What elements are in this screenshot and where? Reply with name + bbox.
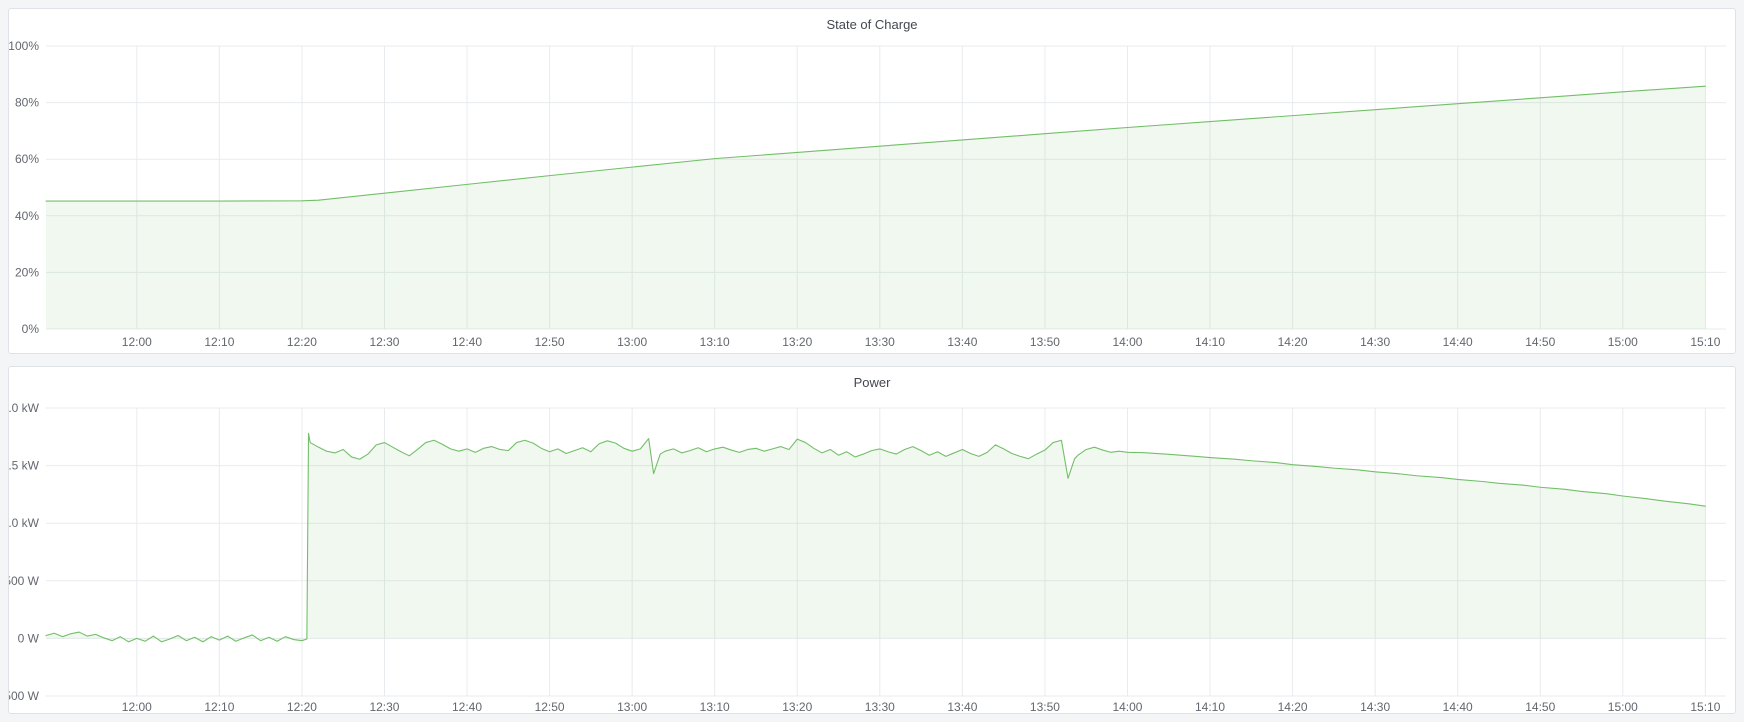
svg-text:12:20: 12:20 (287, 700, 317, 713)
svg-text:12:00: 12:00 (122, 335, 152, 349)
svg-text:13:00: 13:00 (617, 335, 647, 349)
svg-text:15:10: 15:10 (1690, 700, 1720, 713)
svg-text:12:50: 12:50 (535, 335, 565, 349)
svg-text:12:10: 12:10 (204, 335, 234, 349)
svg-text:40%: 40% (15, 209, 39, 223)
svg-text:100%: 100% (9, 39, 39, 53)
svg-text:12:40: 12:40 (452, 700, 482, 713)
svg-text:14:40: 14:40 (1443, 335, 1473, 349)
svg-text:14:30: 14:30 (1360, 700, 1390, 713)
svg-text:1.5 kW: 1.5 kW (9, 459, 40, 473)
svg-text:13:50: 13:50 (1030, 335, 1060, 349)
svg-text:14:20: 14:20 (1278, 700, 1308, 713)
svg-text:14:10: 14:10 (1195, 335, 1225, 349)
power-chart[interactable]: 2.0 kW 1.5 kW 1.0 kW 500 W 0 W -500 W 12:00 12:… (9, 397, 1735, 713)
svg-text:14:40: 14:40 (1443, 700, 1473, 713)
svg-text:12:10: 12:10 (204, 700, 234, 713)
svg-text:0 W: 0 W (18, 631, 40, 645)
svg-text:20%: 20% (15, 265, 39, 279)
state-of-charge-chart[interactable]: 100% 80% 60% 40% 20% 0% 12:00 12:10 12:20 12:30 12… (9, 39, 1735, 353)
panel-power: Power 2.0 kW 1.5 kW 1.0 kW 500 W 0 W -500 W 12… (8, 366, 1736, 714)
svg-text:12:50: 12:50 (535, 700, 565, 713)
svg-text:15:10: 15:10 (1690, 335, 1720, 349)
svg-text:15:00: 15:00 (1608, 700, 1638, 713)
svg-text:13:00: 13:00 (617, 700, 647, 713)
panel-title-state-of-charge[interactable]: State of Charge (826, 16, 918, 32)
svg-text:12:30: 12:30 (369, 700, 399, 713)
svg-text:12:20: 12:20 (287, 335, 317, 349)
svg-text:15:00: 15:00 (1608, 335, 1638, 349)
svg-text:14:30: 14:30 (1360, 335, 1390, 349)
svg-text:2.0 kW: 2.0 kW (9, 401, 40, 415)
panel-state-of-charge: State of Charge 100% 80% 60% 40% 20% 0% 12:00 1… (8, 8, 1736, 354)
svg-text:14:00: 14:00 (1112, 335, 1142, 349)
svg-text:14:20: 14:20 (1278, 335, 1308, 349)
svg-text:14:10: 14:10 (1195, 700, 1225, 713)
svg-text:80%: 80% (15, 96, 39, 110)
svg-text:13:50: 13:50 (1030, 700, 1060, 713)
svg-text:13:10: 13:10 (700, 335, 730, 349)
svg-text:60%: 60% (15, 152, 39, 166)
svg-text:14:50: 14:50 (1525, 700, 1555, 713)
svg-text:12:00: 12:00 (122, 700, 152, 713)
svg-text:13:30: 13:30 (865, 335, 895, 349)
svg-text:13:10: 13:10 (700, 700, 730, 713)
svg-text:-500 W: -500 W (9, 689, 40, 703)
svg-text:13:30: 13:30 (865, 700, 895, 713)
svg-text:13:20: 13:20 (782, 335, 812, 349)
panel-title-power[interactable]: Power (853, 374, 891, 390)
svg-text:12:30: 12:30 (369, 335, 399, 349)
svg-text:13:40: 13:40 (947, 700, 977, 713)
svg-text:0%: 0% (22, 322, 40, 336)
svg-text:1.0 kW: 1.0 kW (9, 516, 40, 530)
svg-text:12:40: 12:40 (452, 335, 482, 349)
svg-text:13:20: 13:20 (782, 700, 812, 713)
svg-text:14:00: 14:00 (1112, 700, 1142, 713)
svg-text:13:40: 13:40 (947, 335, 977, 349)
svg-text:14:50: 14:50 (1525, 335, 1555, 349)
svg-text:500 W: 500 W (9, 574, 40, 588)
